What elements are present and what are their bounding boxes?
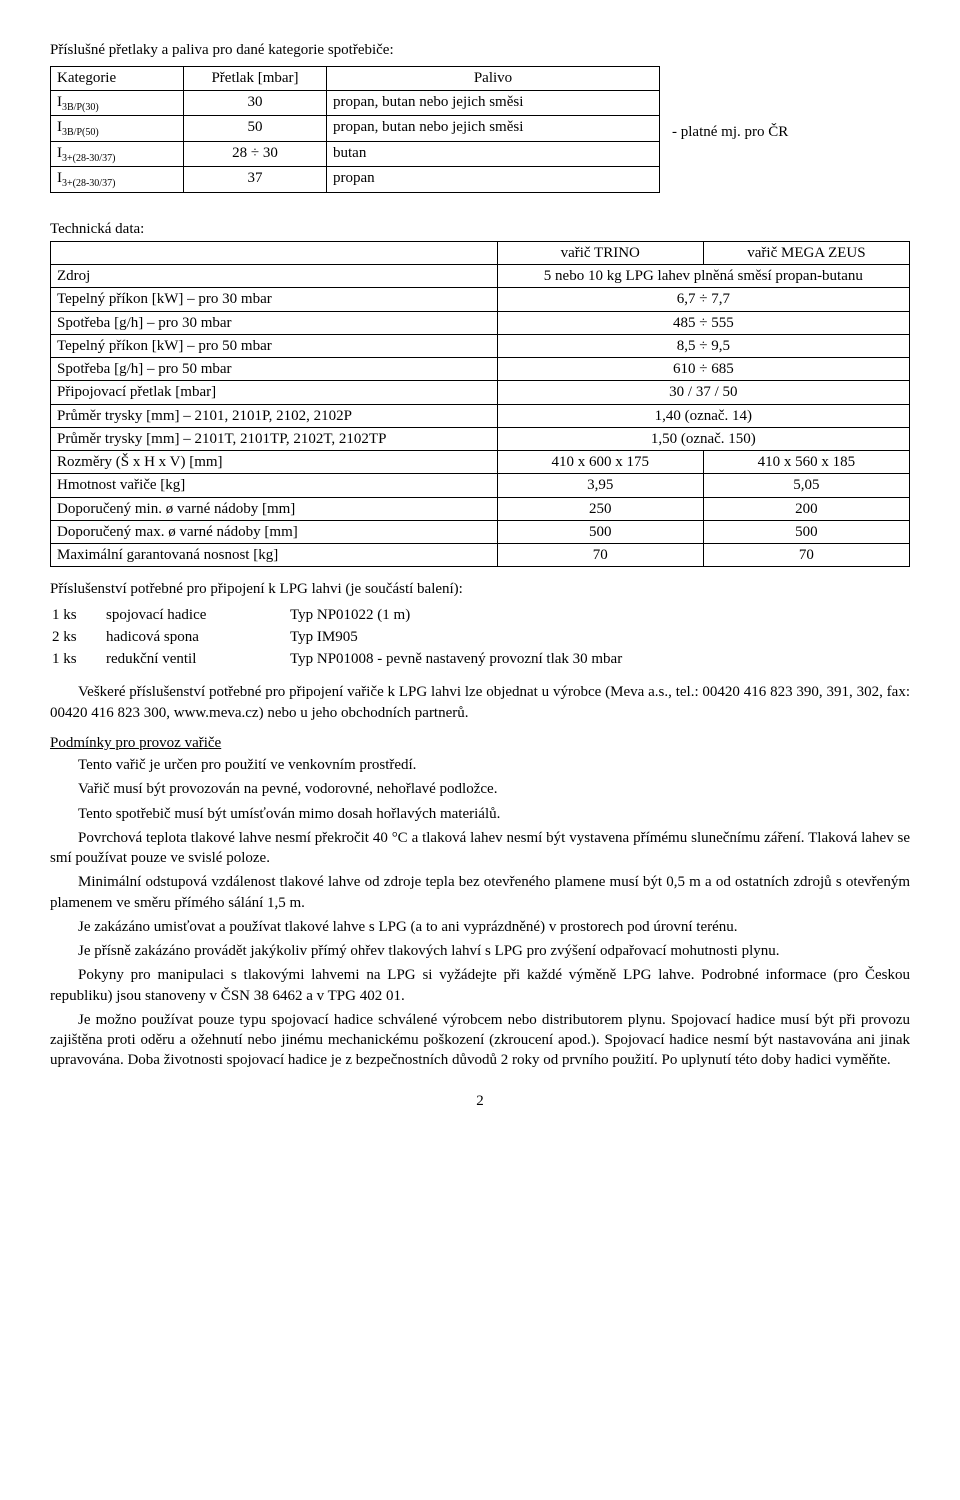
accessory-cell: spojovací hadice (104, 604, 288, 626)
category-table: KategoriePřetlak [mbar]Palivo I3B/P(30)30… (50, 66, 660, 192)
cat-cell: I3+(28-30/37) (51, 167, 184, 193)
para-4: Tento spotřebič musí být umísťován mimo … (50, 804, 910, 824)
spec-label: Tepelný příkon [kW] – pro 50 mbar (51, 334, 498, 357)
spec-label: Průměr trysky [mm] – 2101T, 2101TP, 2102… (51, 427, 498, 450)
spec-value: 250 (497, 497, 703, 520)
para-10: Je možno používat pouze typu spojovací h… (50, 1010, 910, 1071)
spec-label: Průměr trysky [mm] – 2101, 2101P, 2102, … (51, 404, 498, 427)
spec-value: 1,50 (označ. 150) (497, 427, 909, 450)
para-7: Je zakázáno umisťovat a používat tlakové… (50, 917, 910, 937)
cat-cell: I3+(28-30/37) (51, 141, 184, 167)
accessories-list: 1 ksspojovací hadiceTyp NP01022 (1 m) 2 k… (50, 604, 624, 671)
spec-label: Rozměry (Š x H x V) [mm] (51, 451, 498, 474)
side-note: - platné mj. pro ČR (672, 122, 788, 142)
page-number: 2 (50, 1091, 910, 1111)
para-6: Minimální odstupová vzdálenost tlakové l… (50, 872, 910, 913)
para-8: Je přísně zakázáno provádět jakýkoliv př… (50, 941, 910, 961)
spec-value: 410 x 560 x 185 (703, 451, 909, 474)
spec-value: 485 ÷ 555 (497, 311, 909, 334)
spec-value: vařič TRINO (497, 241, 703, 264)
cat-cell: 30 (184, 90, 327, 116)
spec-label: Tepelný příkon [kW] – pro 30 mbar (51, 288, 498, 311)
spec-label: Spotřeba [g/h] – pro 50 mbar (51, 358, 498, 381)
cat-header: Kategorie (51, 67, 184, 90)
intro-line: Příslušné přetlaky a paliva pro dané kat… (50, 40, 910, 60)
spec-value: 70 (497, 544, 703, 567)
cat-table-wrapper: KategoriePřetlak [mbar]Palivo I3B/P(30)30… (50, 64, 910, 200)
para-2: Tento vařič je určen pro použití ve venk… (50, 755, 910, 775)
spec-label: Zdroj (51, 265, 498, 288)
spec-label: Hmotnost vařiče [kg] (51, 474, 498, 497)
spec-value: 70 (703, 544, 909, 567)
cat-cell: propan (327, 167, 660, 193)
spec-value: 8,5 ÷ 9,5 (497, 334, 909, 357)
spec-value: 1,40 (označ. 14) (497, 404, 909, 427)
cat-header: Přetlak [mbar] (184, 67, 327, 90)
spec-value: vařič MEGA ZEUS (703, 241, 909, 264)
accessories-title: Příslušenství potřebné pro připojení k L… (50, 579, 910, 599)
spec-value: 200 (703, 497, 909, 520)
para-9: Pokyny pro manipulaci s tlakovými lahvem… (50, 965, 910, 1006)
para-3: Vařič musí být provozován na pevné, vodo… (50, 779, 910, 799)
spec-label: Spotřeba [g/h] – pro 30 mbar (51, 311, 498, 334)
cat-cell: propan, butan nebo jejich směsi (327, 116, 660, 142)
spec-label: Maximální garantovaná nosnost [kg] (51, 544, 498, 567)
spec-value: 410 x 600 x 175 (497, 451, 703, 474)
cat-cell: butan (327, 141, 660, 167)
cat-cell: 50 (184, 116, 327, 142)
spec-label: Doporučený min. ø varné nádoby [mm] (51, 497, 498, 520)
cat-cell: I3B/P(50) (51, 116, 184, 142)
para-1: Veškeré příslušenství potřebné pro připo… (50, 682, 910, 723)
tech-data-title: Technická data: (50, 219, 910, 239)
accessory-cell: Typ NP01008 - pevně nastavený provozní t… (288, 648, 624, 670)
spec-value: 5 nebo 10 kg LPG lahev plněná směsí prop… (497, 265, 909, 288)
spec-value: 6,7 ÷ 7,7 (497, 288, 909, 311)
accessory-cell: redukční ventil (104, 648, 288, 670)
spec-value: 500 (703, 520, 909, 543)
cat-cell: 37 (184, 167, 327, 193)
cat-header: Palivo (327, 67, 660, 90)
accessory-cell: Typ NP01022 (1 m) (288, 604, 624, 626)
accessory-cell: 2 ks (50, 626, 104, 648)
accessory-cell: 1 ks (50, 604, 104, 626)
accessory-cell: hadicová spona (104, 626, 288, 648)
accessory-cell: Typ IM905 (288, 626, 624, 648)
spec-label (51, 241, 498, 264)
conditions-title: Podmínky pro provoz vařiče (50, 733, 910, 753)
spec-value: 500 (497, 520, 703, 543)
cat-cell: propan, butan nebo jejich směsi (327, 90, 660, 116)
accessory-cell: 1 ks (50, 648, 104, 670)
spec-label: Doporučený max. ø varné nádoby [mm] (51, 520, 498, 543)
para-5: Povrchová teplota tlakové lahve nesmí př… (50, 828, 910, 869)
spec-value: 5,05 (703, 474, 909, 497)
spec-value: 610 ÷ 685 (497, 358, 909, 381)
cat-cell: 28 ÷ 30 (184, 141, 327, 167)
cat-cell: I3B/P(30) (51, 90, 184, 116)
spec-label: Připojovací přetlak [mbar] (51, 381, 498, 404)
spec-value: 30 / 37 / 50 (497, 381, 909, 404)
spec-table: vařič TRINOvařič MEGA ZEUS Zdroj5 nebo 10… (50, 241, 910, 568)
spec-value: 3,95 (497, 474, 703, 497)
